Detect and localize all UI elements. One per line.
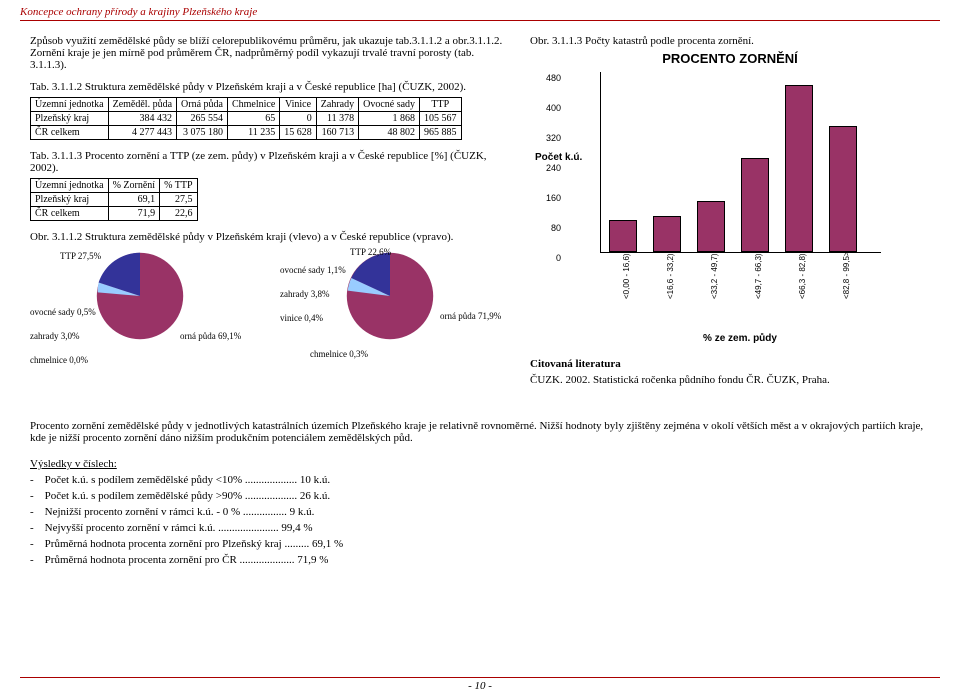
ytick: 240 <box>546 163 561 173</box>
table-cell: Plzeňský kraj <box>31 112 109 126</box>
pie-caption: Obr. 3.1.1.2 Struktura zemědělské půdy v… <box>30 231 510 243</box>
table-cell: 0 <box>280 112 317 126</box>
ytick: 160 <box>546 193 561 203</box>
table-cell: 965 885 <box>420 126 462 140</box>
pie-left-zahrady: zahrady 3,0% <box>30 331 79 341</box>
result-item: - Nejvyšší procento zornění v rámci k.ú.… <box>30 522 930 534</box>
xtick: <82,8 - 99,5> <box>842 255 892 299</box>
result-item: - Počet k.ú. s podílem zemědělské půdy >… <box>30 490 930 502</box>
table-cell: 1 868 <box>359 112 420 126</box>
pie-left-orna: orná půda 69,1% <box>180 331 241 341</box>
table-cell: 4 277 443 <box>108 126 176 140</box>
xtick: <16,6 - 33,2) <box>666 255 716 299</box>
table-cell: Plzeňský kraj <box>31 193 109 207</box>
barchart-xlabel: % ze zem. půdy <box>600 333 880 344</box>
pie-right-chmelnice: chmelnice 0,3% <box>310 349 368 359</box>
analysis-paragraph: Procento zornění zemědělské půdy v jedno… <box>30 420 930 444</box>
table-cell: 11 235 <box>227 126 279 140</box>
bar <box>785 85 813 252</box>
table-cell: 265 554 <box>177 112 228 126</box>
table-header: % TTP <box>160 179 197 193</box>
page-number: - 10 - <box>20 677 940 692</box>
result-item: - Průměrná hodnota procenta zornění pro … <box>30 538 930 550</box>
table-cell: 48 802 <box>359 126 420 140</box>
xtick: <49,7 - 66,3) <box>754 255 804 299</box>
result-item: - Průměrná hodnota procenta zornění pro … <box>30 554 930 566</box>
pie-left-chmelnice: chmelnice 0,0% <box>30 355 88 365</box>
table-cell: 22,6 <box>160 207 197 221</box>
table-header: Vinice <box>280 98 317 112</box>
table-cell: 27,5 <box>160 193 197 207</box>
pie-right-vinice: vinice 0,4% <box>280 313 323 323</box>
bar-chart-procento-zorneni: PROCENTO ZORNĚNÍ Počet k.ú. 0 80 160 240 320… <box>530 51 930 344</box>
table-cell: 71,9 <box>108 207 160 221</box>
table-cell: 69,1 <box>108 193 160 207</box>
table-zorneni-ttp: Územní jednotka% Zornění% TTP Plzeňský k… <box>30 178 198 221</box>
ytick: 80 <box>551 223 561 233</box>
citations-title: Citovaná literatura <box>530 358 930 370</box>
pie-right: TTP 22,6% ovocné sady 1,1% zahrady 3,8% … <box>280 251 500 381</box>
table-header: Chmelnice <box>227 98 279 112</box>
table-header: Územní jednotka <box>31 98 109 112</box>
citation-line: ČUZK. 2002. Statistická ročenka půdního … <box>530 374 930 386</box>
pie-right-ovocne: ovocné sady 1,1% <box>280 265 346 275</box>
pie-right-orna: orná půda 71,9% <box>440 311 501 321</box>
ytick: 480 <box>546 73 561 83</box>
barchart-caption: Obr. 3.1.1.3 Počty katastrů podle procen… <box>530 35 930 47</box>
table-header: Zeměděl. půda <box>108 98 176 112</box>
result-item: - Počet k.ú. s podílem zemědělské půdy <… <box>30 474 930 486</box>
ytick: 400 <box>546 103 561 113</box>
table-header: % Zornění <box>108 179 160 193</box>
bar <box>829 126 857 252</box>
barchart-ylabel: Počet k.ú. <box>535 152 582 163</box>
bar <box>609 220 637 252</box>
table-header: Zahrady <box>316 98 358 112</box>
barchart-title: PROCENTO ZORNĚNÍ <box>530 51 930 66</box>
pie-left-ovocne: ovocné sady 0,5% <box>30 307 96 317</box>
pie-right-ttp: TTP 22,6% <box>350 247 391 257</box>
ytick: 0 <box>556 253 561 263</box>
pie-left-ttp: TTP 27,5% <box>60 251 101 261</box>
pie-left: TTP 27,5% ovocné sady 0,5% zahrady 3,0% … <box>30 251 250 381</box>
table-cell: 160 713 <box>316 126 358 140</box>
table-header: Orná půda <box>177 98 228 112</box>
table-cell: 65 <box>227 112 279 126</box>
xtick: <0,00 - 16,6) <box>622 255 672 299</box>
bar <box>653 216 681 252</box>
table-cell: ČR celkem <box>31 207 109 221</box>
table-cell: 384 432 <box>108 112 176 126</box>
table2-caption: Tab. 3.1.1.3 Procento zornění a TTP (ze … <box>30 150 510 174</box>
table-cell: 105 567 <box>420 112 462 126</box>
table-cell: 11 378 <box>316 112 358 126</box>
results-title: Výsledky v číslech: <box>30 458 930 470</box>
table-cell: 15 628 <box>280 126 317 140</box>
table-header: TTP <box>420 98 462 112</box>
xtick: <33,2 - 49,7) <box>710 255 760 299</box>
ytick: 320 <box>546 133 561 143</box>
results-list: - Počet k.ú. s podílem zemědělské půdy <… <box>30 474 930 566</box>
intro-paragraph: Způsob využití zemědělské půdy se blíží … <box>30 35 510 71</box>
pie-charts: TTP 27,5% ovocné sady 0,5% zahrady 3,0% … <box>30 251 510 381</box>
table-cell: ČR celkem <box>31 126 109 140</box>
table-header: Územní jednotka <box>31 179 109 193</box>
bar <box>741 158 769 252</box>
table-header: Ovocné sady <box>359 98 420 112</box>
bar <box>697 201 725 252</box>
pie-right-zahrady: zahrady 3,8% <box>280 289 329 299</box>
xtick: <66,3 - 82,8) <box>798 255 848 299</box>
table-land-structure: Územní jednotkaZeměděl. půdaOrná půdaChm… <box>30 97 462 140</box>
table1-caption: Tab. 3.1.1.2 Struktura zemědělské půdy v… <box>30 81 510 93</box>
result-item: - Nejnižší procento zornění v rámci k.ú.… <box>30 506 930 518</box>
header-rule <box>20 20 940 21</box>
table-cell: 3 075 180 <box>177 126 228 140</box>
page-header: Koncepce ochrany přírody a krajiny Plzeň… <box>0 0 960 18</box>
